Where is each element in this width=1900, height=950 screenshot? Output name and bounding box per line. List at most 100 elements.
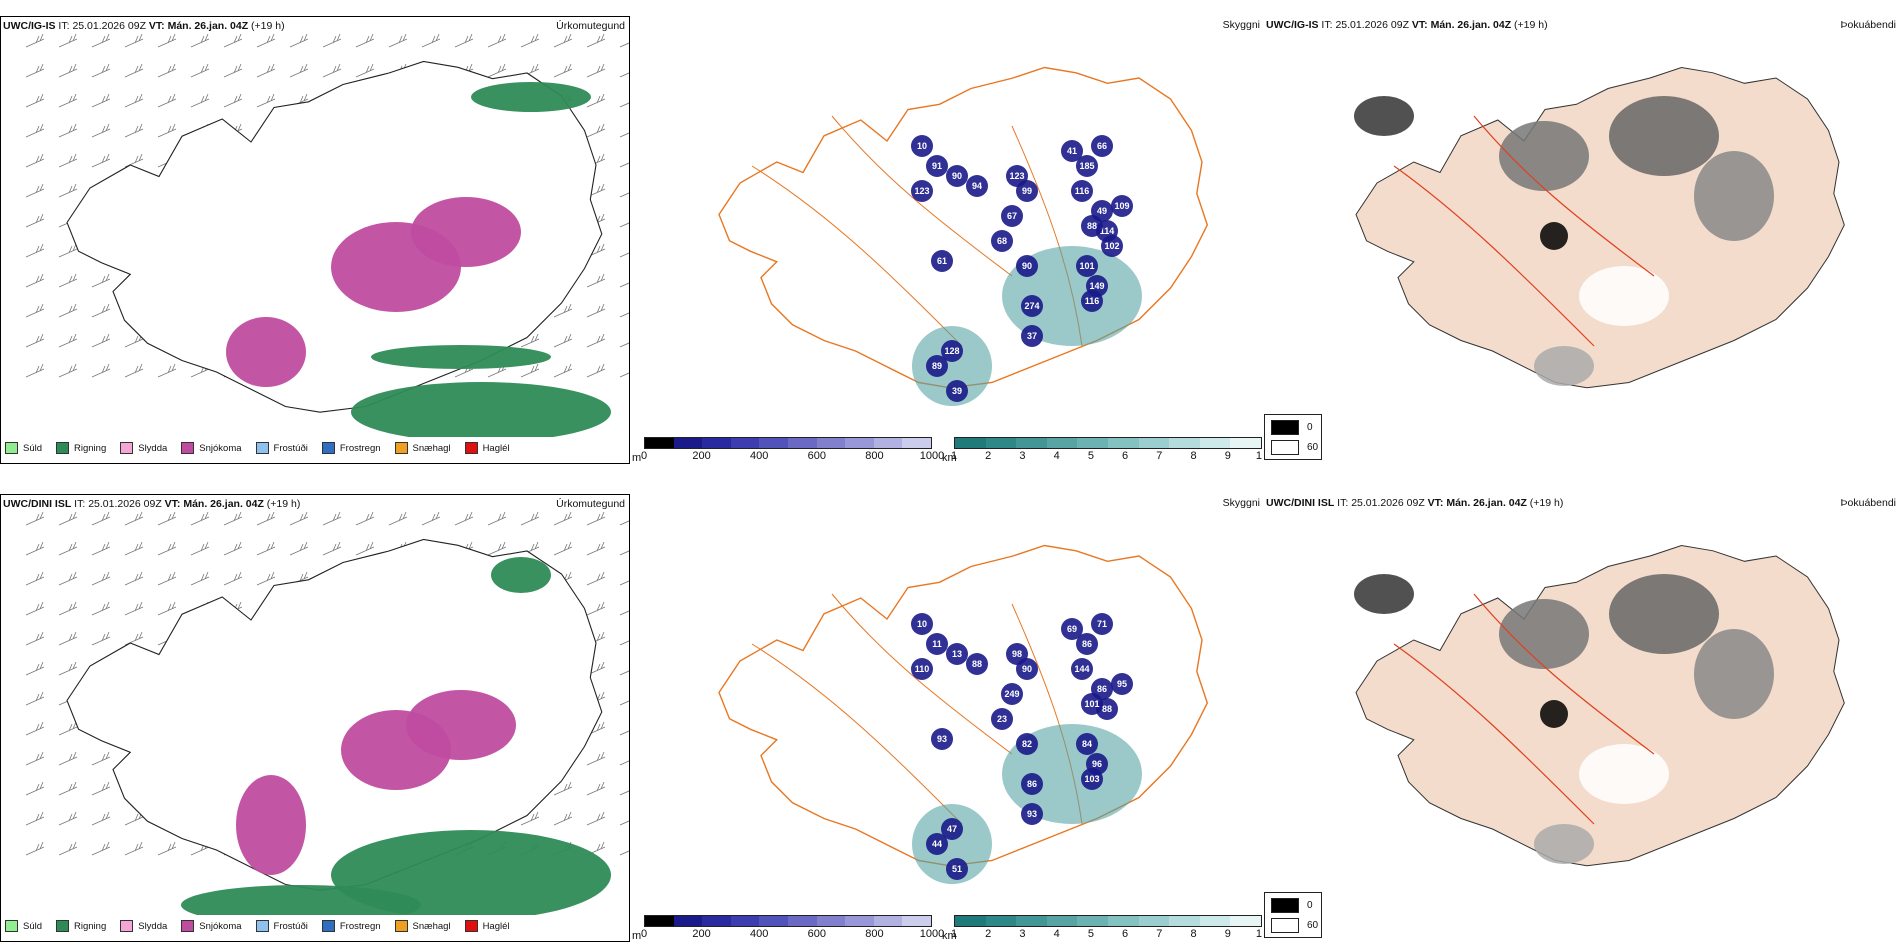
visibility-cell bbox=[1016, 180, 1038, 202]
visibility-value: 69 bbox=[1067, 624, 1077, 634]
legend-swatch bbox=[464, 920, 478, 932]
colorbar-step bbox=[759, 438, 788, 448]
coastline bbox=[66, 60, 603, 413]
fog-legend-item: 60 bbox=[1271, 440, 1318, 455]
colorbar-tick: 4 bbox=[1053, 450, 1060, 462]
colorbar-step bbox=[1107, 916, 1139, 926]
panel-header: UWC/IG-IS IT: 25.01.2026 09Z VT: Mán. 26… bbox=[3, 20, 285, 32]
colorbar-step bbox=[1199, 438, 1231, 448]
low-visibility-area bbox=[1002, 724, 1142, 824]
precip-type-panel-2: UWC/DINI ISL IT: 25.01.2026 09Z VT: Mán.… bbox=[0, 494, 630, 942]
visibility-value: 67 bbox=[1007, 211, 1017, 221]
visibility-value: 10 bbox=[917, 141, 927, 151]
colorbar-step bbox=[1077, 916, 1108, 926]
colorbar-km: km1 2 3 4 5 6 7 8 9 10 bbox=[942, 912, 1262, 942]
colorbar-tick: 5 bbox=[1087, 928, 1094, 940]
legend-label: Frostúði bbox=[273, 442, 308, 454]
visibility-cell bbox=[1001, 205, 1023, 227]
colorbar-tick: 1 bbox=[950, 928, 958, 940]
legend-swatch bbox=[394, 442, 408, 454]
visibility-value: 99 bbox=[1022, 186, 1032, 196]
visibility-cell bbox=[1081, 768, 1103, 790]
visibility-cell bbox=[946, 643, 968, 665]
legend-swatch bbox=[120, 442, 134, 454]
fog-area bbox=[1609, 574, 1719, 654]
visibility-cell bbox=[941, 340, 963, 362]
legend-swatch bbox=[5, 442, 18, 454]
snow-area bbox=[406, 690, 516, 760]
visibility-value: 86 bbox=[1097, 684, 1107, 694]
colorbar-tick: 9 bbox=[1224, 450, 1231, 462]
visibility-cell bbox=[911, 613, 933, 635]
precip-type-map bbox=[25, 33, 629, 437]
visibility-value: 13 bbox=[952, 649, 962, 659]
fog-legend-item: 60 bbox=[1271, 918, 1318, 933]
colorbar-step bbox=[1138, 916, 1170, 926]
legend-label: Frostregn bbox=[339, 920, 381, 932]
colorbar-tick: 6 bbox=[1122, 928, 1129, 940]
colorbar-tick: 6 bbox=[1122, 450, 1129, 462]
legend-item: Frostregn bbox=[321, 920, 381, 932]
colorbar-step bbox=[702, 916, 731, 926]
legend-label: Snjókoma bbox=[199, 442, 242, 454]
visibility-value: 185 bbox=[1079, 161, 1094, 171]
panel-title: Þokuábendi bbox=[1840, 19, 1896, 31]
colorbar-step bbox=[1107, 438, 1139, 448]
fog-panel-1: UWC/IG-IS IT: 25.01.2026 09Z VT: Mán. 26… bbox=[1264, 16, 1900, 464]
visibility-cell bbox=[926, 833, 948, 855]
visibility-value: 10 bbox=[917, 619, 927, 629]
colorbar-tick: 3 bbox=[1019, 928, 1026, 940]
visibility-value: 149 bbox=[1089, 281, 1104, 291]
fog-legend-swatch bbox=[1271, 918, 1299, 933]
visibility-value: 23 bbox=[997, 714, 1007, 724]
visibility-cell bbox=[1111, 195, 1133, 217]
low-visibility-area bbox=[1002, 246, 1142, 346]
colorbar-tick: 800 bbox=[865, 450, 884, 462]
visibility-cell bbox=[1076, 255, 1098, 277]
colorbar-tick: 2 bbox=[985, 450, 992, 462]
colorbar-tick: 4 bbox=[1053, 928, 1060, 940]
fog-legend-label: 60 bbox=[1307, 920, 1319, 931]
visibility-cell bbox=[1021, 295, 1043, 317]
panel-title: Skyggni bbox=[1222, 19, 1260, 31]
fog-map bbox=[1354, 66, 1845, 389]
visibility-cell bbox=[941, 818, 963, 840]
colorbar-tick: 10 bbox=[1255, 928, 1262, 940]
legend-label: Haglél bbox=[482, 442, 510, 454]
legend-swatch bbox=[255, 442, 269, 454]
colorbar-tick: 5 bbox=[1087, 450, 1094, 462]
visibility-cell bbox=[966, 653, 988, 675]
visibility-value: 66 bbox=[1097, 141, 1107, 151]
fog-area bbox=[1540, 222, 1568, 250]
legend-swatch bbox=[464, 442, 478, 454]
visibility-cell bbox=[1016, 658, 1038, 680]
visibility-panel-2: Skyggni 10 11 110 13 88 93 23 249 98 90 69 86 71 144 8… bbox=[632, 494, 1262, 942]
colorbar-step bbox=[1046, 438, 1078, 448]
visibility-value: 51 bbox=[952, 864, 962, 874]
colorbar-step bbox=[1199, 916, 1231, 926]
colorbar-step bbox=[845, 438, 874, 448]
visibility-value: 82 bbox=[1022, 739, 1032, 749]
visibility-value: 71 bbox=[1097, 619, 1107, 629]
colorbar-tick: 1000 bbox=[919, 928, 945, 940]
visibility-cell bbox=[1071, 658, 1093, 680]
visibility-cell bbox=[991, 708, 1013, 730]
visibility-value: 90 bbox=[1022, 261, 1032, 271]
legend-swatch bbox=[321, 442, 335, 454]
visibility-cell bbox=[1001, 683, 1023, 705]
visibility-value: 249 bbox=[1004, 689, 1019, 699]
precip-type-map bbox=[25, 511, 629, 915]
colorbar-tick: 7 bbox=[1156, 928, 1163, 940]
colorbar-step bbox=[787, 916, 817, 926]
colorbar-step bbox=[787, 438, 817, 448]
colorbar-step bbox=[873, 438, 903, 448]
visibility-value: 84 bbox=[1082, 739, 1092, 749]
legend-label: Slydda bbox=[138, 920, 168, 932]
visibility-value: 41 bbox=[1067, 146, 1077, 156]
visibility-value: 128 bbox=[944, 346, 959, 356]
visibility-cell bbox=[1091, 135, 1113, 157]
colorbar-step bbox=[730, 438, 760, 448]
legend-swatch bbox=[56, 920, 70, 932]
colorbar-scale bbox=[644, 915, 932, 927]
